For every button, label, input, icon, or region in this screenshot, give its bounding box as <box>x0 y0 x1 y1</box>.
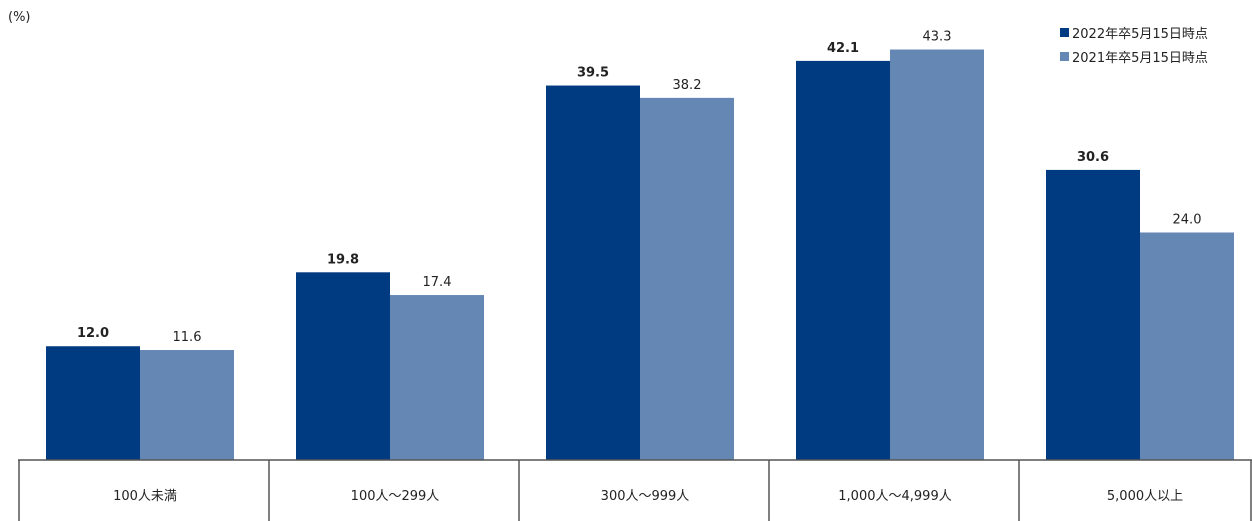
bar-series1-3 <box>796 60 890 460</box>
data-label-series1-2: 39.5 <box>577 66 609 81</box>
legend-swatch-series-1 <box>1060 27 1069 37</box>
bar-series1-2 <box>546 85 640 460</box>
y-unit-label: (%) <box>8 10 31 25</box>
bar-series2-2 <box>640 97 734 460</box>
bar-series1-4 <box>1046 169 1140 461</box>
data-label-series1-0: 12.0 <box>77 326 109 341</box>
data-label-series2-4: 24.0 <box>1173 212 1202 227</box>
legend-item-series-1: 2022年卒5月15日時点 <box>1060 20 1208 44</box>
legend-item-series-2: 2021年卒5月15日時点 <box>1060 44 1208 68</box>
bar-series1-0 <box>46 346 140 460</box>
data-label-series2-3: 43.3 <box>923 30 952 45</box>
data-label-series2-1: 17.4 <box>423 275 452 290</box>
data-label-series1-4: 30.6 <box>1077 150 1109 165</box>
legend-label-series-2: 2021年卒5月15日時点 <box>1072 50 1208 66</box>
category-label-1: 100人〜299人 <box>351 489 440 504</box>
category-label-0: 100人未満 <box>113 489 177 504</box>
data-label-series1-1: 19.8 <box>327 252 359 267</box>
legend-label-series-1: 2022年卒5月15日時点 <box>1072 26 1208 42</box>
category-label-4: 5,000人以上 <box>1107 489 1183 504</box>
category-label-2: 300人〜999人 <box>601 489 690 504</box>
bar-series2-3 <box>890 49 984 461</box>
bar-series2-0 <box>140 350 234 460</box>
legend-swatch-series-2 <box>1060 51 1069 61</box>
category-label-3: 1,000人〜4,999人 <box>838 489 951 504</box>
data-label-series1-3: 42.1 <box>827 41 859 56</box>
bar-series1-1 <box>296 272 390 460</box>
data-label-series2-2: 38.2 <box>673 78 702 93</box>
bar-series2-4 <box>1140 232 1234 460</box>
bar-series2-1 <box>390 295 484 460</box>
legend: 2022年卒5月15日時点 2021年卒5月15日時点 <box>1060 20 1208 68</box>
data-label-series2-0: 11.6 <box>173 330 202 345</box>
